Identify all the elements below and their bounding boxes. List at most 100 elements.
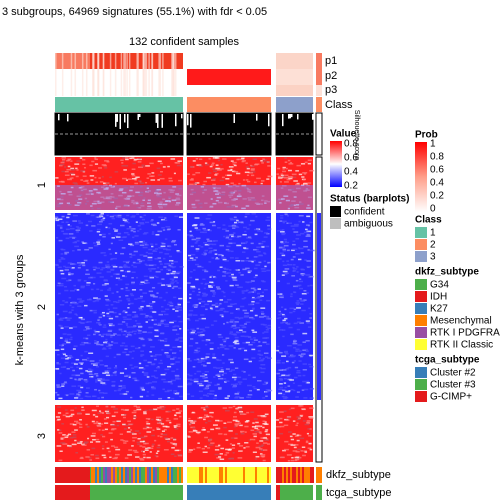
heat-noise (148, 268, 153, 270)
heat-noise (276, 359, 281, 362)
heat-noise (107, 264, 110, 266)
heat-noise (286, 454, 292, 456)
heat-noise (279, 421, 283, 424)
heat-noise (65, 355, 68, 357)
heat-noise (260, 323, 265, 326)
heat-noise (242, 179, 245, 181)
heat-noise (176, 282, 179, 284)
heat-noise (83, 441, 89, 443)
heat-noise (90, 288, 94, 291)
heat-noise (58, 292, 61, 295)
heat-noise (229, 331, 234, 333)
heat-noise (143, 359, 147, 362)
heat-noise (111, 424, 116, 427)
sil-gap (161, 114, 163, 128)
heat-noise (250, 429, 255, 432)
heat-noise (175, 162, 180, 164)
heat-noise (64, 317, 68, 319)
heat-noise (163, 340, 168, 342)
legend-title: tcga_subtype (415, 355, 480, 366)
heat-noise (178, 309, 182, 311)
heat-noise (245, 260, 251, 262)
dkfz-cell (149, 467, 151, 483)
heat-noise (105, 374, 110, 377)
heat-noise (160, 268, 164, 271)
heat-noise (284, 241, 290, 244)
heat-noise (88, 352, 94, 354)
heat-noise (137, 258, 141, 261)
heat-noise (209, 415, 212, 418)
heat-noise (91, 432, 96, 435)
heat-noise (95, 181, 99, 184)
heat-noise (208, 261, 212, 263)
heat-noise (83, 180, 89, 182)
heat-noise (279, 456, 285, 459)
heat-noise (164, 352, 169, 354)
heat-noise (309, 284, 313, 287)
heat-noise (172, 308, 175, 311)
heat-noise (284, 308, 287, 311)
heat-noise (55, 349, 60, 351)
heat-noise (190, 328, 195, 331)
heat-noise (89, 175, 95, 177)
heat-noise (219, 458, 225, 461)
heat-noise (69, 423, 75, 425)
heat-noise (231, 444, 236, 446)
heat-noise (298, 360, 302, 362)
heat-noise (212, 424, 218, 426)
heat-noise (284, 440, 289, 443)
heat-noise (232, 227, 236, 229)
heat-noise (139, 445, 143, 447)
heat-noise (174, 325, 180, 327)
heat-noise (296, 369, 301, 372)
heat-noise (137, 161, 142, 163)
heat-noise (242, 242, 247, 245)
heat-noise (283, 177, 289, 179)
class-band (55, 97, 183, 112)
heat-noise (151, 443, 155, 446)
heat-noise (56, 445, 62, 447)
heat-noise (104, 295, 108, 297)
heat-noise (246, 420, 250, 422)
heat-noise (138, 309, 144, 311)
heat-noise (74, 288, 77, 291)
heat-noise (167, 228, 171, 230)
heat-noise (216, 383, 220, 386)
heat-noise (154, 335, 159, 338)
heat-noise (159, 339, 165, 342)
heat-noise (284, 396, 289, 399)
heat-noise (164, 344, 170, 347)
heat-noise (295, 455, 300, 458)
heat-noise (192, 420, 197, 423)
dkfz-cell (300, 467, 302, 483)
heat-noise (194, 372, 197, 375)
heat-noise (66, 367, 70, 370)
heat-noise (188, 345, 193, 347)
heat-noise (64, 170, 69, 173)
heat-noise (104, 167, 108, 169)
heat-noise (177, 378, 182, 380)
heat-noise (97, 239, 102, 242)
heat-noise (258, 360, 264, 362)
heat-noise (174, 339, 179, 341)
heat-noise (69, 304, 72, 307)
heat-noise (60, 348, 65, 351)
heat-noise (84, 380, 89, 382)
heat-noise (160, 306, 164, 308)
heat-noise (204, 414, 209, 416)
heat-noise (108, 287, 112, 290)
heat-noise (196, 370, 202, 373)
heat-noise (260, 295, 264, 297)
heat-noise (90, 435, 96, 437)
heat-noise (283, 244, 289, 247)
heat-noise (214, 174, 218, 176)
heat-noise (205, 217, 211, 220)
heat-noise (131, 174, 136, 177)
dkfz-cell (129, 467, 131, 483)
heat-noise (138, 166, 143, 168)
heat-noise (232, 451, 235, 454)
heat-noise (76, 412, 82, 415)
heat-noise (120, 439, 124, 441)
heat-noise (58, 429, 62, 432)
sil-gap (288, 114, 290, 119)
